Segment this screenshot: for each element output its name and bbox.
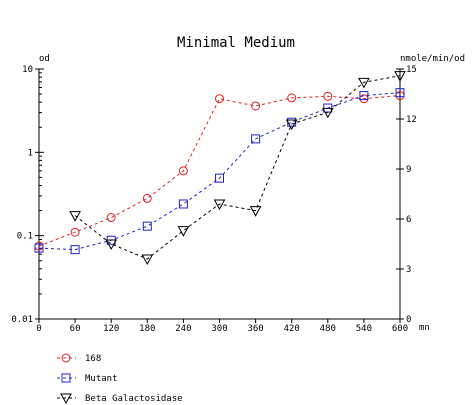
chart-title: Minimal Medium xyxy=(177,35,295,51)
data-point xyxy=(358,77,370,89)
plot-area xyxy=(34,71,406,266)
series-line xyxy=(38,95,401,247)
y-right-tick-label: 9 xyxy=(406,165,411,175)
x-tick-label: 120 xyxy=(103,324,119,334)
data-point xyxy=(321,107,334,119)
data-point xyxy=(69,211,81,222)
data-point xyxy=(34,243,44,253)
data-point xyxy=(251,101,261,111)
y-right-tick-label: 12 xyxy=(406,115,417,125)
series-line xyxy=(74,75,401,260)
data-point xyxy=(287,93,297,103)
data-point xyxy=(285,119,298,131)
y-left-axis-label: od xyxy=(39,54,50,64)
data-point xyxy=(70,227,80,237)
legend-marker xyxy=(60,393,72,405)
legend-marker xyxy=(61,373,71,383)
data-point xyxy=(215,94,224,104)
data-point xyxy=(359,91,369,101)
x-tick-label: 240 xyxy=(175,324,191,334)
x-tick-label: 300 xyxy=(211,324,227,334)
data-point xyxy=(141,254,154,266)
series-line xyxy=(38,92,401,251)
x-tick-label: 600 xyxy=(392,324,408,334)
x-axis-label: mn xyxy=(419,323,430,333)
data-point xyxy=(394,71,406,82)
y-right-tick-label: 15 xyxy=(406,65,417,75)
data-point xyxy=(177,226,190,237)
y-left-tick-label: 1 xyxy=(28,148,33,158)
x-tick-label: 540 xyxy=(356,324,372,334)
data-point xyxy=(178,166,188,176)
legend-marker xyxy=(61,353,71,363)
y-left-tick-label: 10 xyxy=(22,65,33,75)
legend-label: 168 xyxy=(85,354,101,364)
legend: 168 Mutant Beta Galactosidase xyxy=(57,353,183,405)
data-point xyxy=(213,199,226,211)
y-left-tick-label: 0.01 xyxy=(11,315,33,325)
x-tick-label: 360 xyxy=(247,324,263,334)
data-point xyxy=(249,206,262,217)
x-tick-label: 180 xyxy=(139,324,155,334)
data-point xyxy=(395,88,405,98)
data-point xyxy=(251,134,261,144)
legend-label: Mutant xyxy=(85,374,118,384)
y-right-tick-label: 0 xyxy=(406,315,411,325)
data-point xyxy=(178,199,188,209)
data-point xyxy=(323,91,333,101)
data-point xyxy=(142,221,152,231)
data-point xyxy=(105,239,118,251)
data-point xyxy=(215,173,224,183)
y-right-tick-label: 6 xyxy=(406,215,411,225)
data-point xyxy=(106,213,116,223)
data-point xyxy=(70,245,80,255)
y-right-tick-label: 3 xyxy=(406,265,411,275)
x-tick-label: 420 xyxy=(284,324,300,334)
y-left-tick-label: 0.1 xyxy=(17,232,33,242)
x-tick-label: 60 xyxy=(70,324,81,334)
data-point xyxy=(142,193,152,203)
x-tick-label: 480 xyxy=(320,324,336,334)
legend-label: Beta Galactosidase xyxy=(85,394,183,404)
y-right-axis-label: nmole/min/od xyxy=(400,54,465,64)
x-tick-label: 0 xyxy=(36,324,41,334)
